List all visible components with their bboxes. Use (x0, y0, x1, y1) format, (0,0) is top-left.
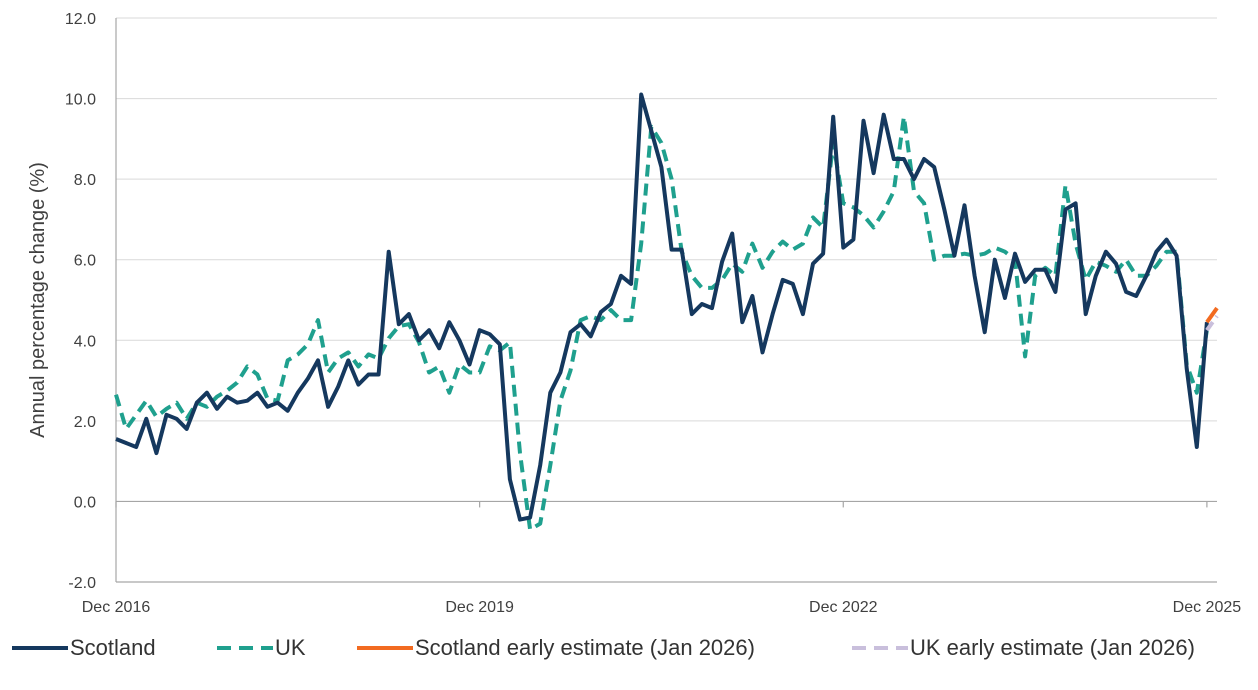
gridlines (116, 17, 1217, 422)
legend-label-uk-estimate: UK early estimate (Jan 2026) (910, 635, 1195, 660)
legend-swatch-scotland-estimate (357, 646, 413, 650)
y-tick-label: 2.0 (74, 414, 96, 431)
legend-swatch-scotland (12, 646, 68, 650)
legend-label-scotland: Scotland (70, 635, 156, 660)
y-tick-label: -2.0 (68, 575, 96, 592)
x-tick-label: Dec 2025 (1173, 599, 1242, 616)
legend-item-scotland-estimate: Scotland early estimate (Jan 2026) (355, 630, 755, 666)
series-line-uk-estimate (1205, 314, 1219, 332)
series-lines (114, 92, 1219, 532)
x-tick-label: Dec 2022 (809, 599, 878, 616)
axes (115, 18, 1217, 583)
x-tick-labels: Dec 2016 Dec 2019 Dec 2022 Dec 2025 (82, 599, 1241, 616)
y-tick-labels: -2.0 0.0 2.0 4.0 6.0 8.0 10.0 12.0 (65, 11, 96, 592)
legend-swatch-uk-estimate (852, 646, 908, 650)
series-line-scotland-estimate (1205, 306, 1219, 324)
legend-swatch-uk (217, 646, 273, 650)
y-axis-label: Annual percentage change (%) (27, 162, 49, 438)
legend-item-uk-estimate: UK early estimate (Jan 2026) (850, 630, 1195, 666)
legend-label-scotland-estimate: Scotland early estimate (Jan 2026) (415, 635, 755, 660)
x-tick-label: Dec 2016 (82, 599, 151, 616)
y-tick-label: 4.0 (74, 333, 96, 350)
legend: Scotland UK Scotland early estimate (Jan… (0, 630, 1258, 666)
y-tick-label: 12.0 (65, 11, 96, 28)
y-tick-label: 10.0 (65, 92, 96, 109)
y-tick-label: 6.0 (74, 253, 96, 270)
y-tick-label: 0.0 (74, 494, 96, 511)
y-tick-label: 8.0 (74, 172, 96, 189)
legend-item-uk: UK (215, 630, 306, 666)
series-line-scotland (115, 92, 1209, 522)
series-line-uk (114, 114, 1209, 532)
x-tick-label: Dec 2019 (445, 599, 514, 616)
legend-label-uk: UK (275, 635, 306, 660)
line-chart: -2.00.02.04.06.08.010.012.0 Dec 2016 Dec … (27, 11, 1241, 616)
legend-item-scotland: Scotland (10, 630, 156, 666)
